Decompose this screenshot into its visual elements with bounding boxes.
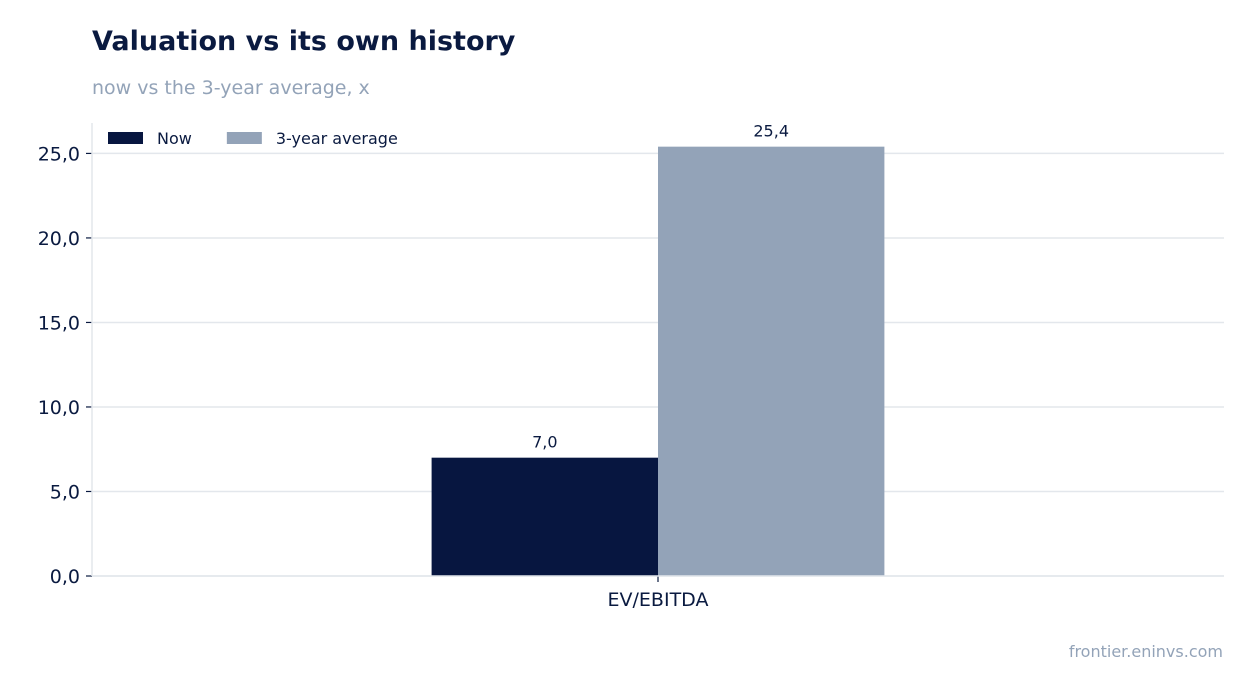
- legend-swatch: [226, 132, 262, 144]
- bar-now: [431, 457, 658, 576]
- chart-subtitle: now vs the 3-year average, x: [92, 77, 370, 99]
- y-tick-label: 20,0: [38, 228, 80, 250]
- legend-label: 3-year average: [276, 129, 398, 148]
- y-tick-label: 25,0: [38, 143, 80, 165]
- data-label: 25,4: [753, 122, 789, 141]
- data-label: 7,0: [532, 433, 557, 452]
- chart-title: Valuation vs its own history: [92, 26, 516, 57]
- source-credit: frontier.eninvs.com: [1068, 642, 1223, 661]
- y-tick-label: 5,0: [50, 481, 80, 503]
- y-tick-label: 0,0: [50, 566, 80, 588]
- legend-label: Now: [157, 129, 192, 148]
- legend-swatch: [108, 132, 143, 144]
- y-tick-label: 15,0: [38, 312, 80, 334]
- x-tick-label: EV/EBITDA: [608, 589, 709, 611]
- y-tick-label: 10,0: [38, 397, 80, 419]
- bar-avg: [658, 146, 885, 576]
